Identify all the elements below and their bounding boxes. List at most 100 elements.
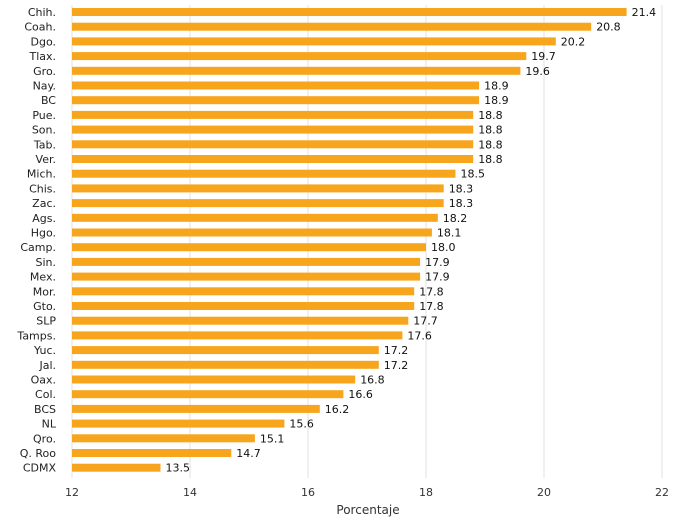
bar bbox=[72, 125, 474, 134]
value-label: 13.5 bbox=[166, 462, 191, 475]
category-label: Mich. bbox=[27, 168, 56, 181]
bar bbox=[72, 390, 344, 399]
bar bbox=[72, 331, 403, 340]
category-label: Jal. bbox=[38, 359, 56, 372]
value-label: 18.0 bbox=[431, 241, 456, 254]
category-label: Oax. bbox=[31, 374, 56, 387]
x-tick-label: 18 bbox=[419, 486, 433, 499]
category-label: Zac. bbox=[32, 197, 56, 210]
value-label: 18.5 bbox=[461, 168, 486, 181]
value-label: 18.9 bbox=[484, 94, 509, 107]
category-label: SLP bbox=[36, 315, 56, 328]
category-label: Son. bbox=[32, 124, 56, 137]
category-label: Camp. bbox=[20, 241, 56, 254]
bar bbox=[72, 272, 421, 281]
category-label: Mor. bbox=[33, 285, 56, 298]
bar bbox=[72, 375, 356, 384]
value-label: 18.2 bbox=[443, 212, 468, 225]
x-tick-label: 14 bbox=[183, 486, 197, 499]
category-labels: Chih. Coah.Dgo. Tlax. Gro. Nay.BC Pue. Son.Tab… bbox=[16, 6, 56, 475]
value-label: 18.8 bbox=[478, 109, 503, 122]
value-label: 18.8 bbox=[478, 138, 503, 151]
value-label: 17.2 bbox=[384, 359, 409, 372]
bar bbox=[72, 66, 521, 75]
bar bbox=[72, 213, 438, 222]
category-label: Tlax. bbox=[28, 50, 56, 63]
category-label: Ags. bbox=[32, 212, 56, 225]
bar bbox=[72, 243, 426, 252]
bar bbox=[72, 434, 255, 443]
category-label: BCS bbox=[34, 403, 56, 416]
value-label: 17.2 bbox=[384, 344, 409, 357]
bar bbox=[72, 37, 556, 46]
bar bbox=[72, 419, 285, 428]
bars bbox=[72, 8, 627, 472]
bar bbox=[72, 110, 474, 119]
value-label: 16.6 bbox=[348, 388, 373, 401]
value-label: 17.8 bbox=[419, 300, 444, 313]
category-label: Yuc. bbox=[33, 344, 56, 357]
bar bbox=[72, 463, 161, 472]
bar bbox=[72, 184, 444, 193]
value-label: 16.8 bbox=[360, 374, 385, 387]
category-label: Chih. bbox=[28, 6, 56, 19]
value-label: 18.3 bbox=[449, 182, 474, 195]
value-label: 20.8 bbox=[596, 21, 621, 34]
value-label: 18.8 bbox=[478, 153, 503, 166]
category-label: Hgo. bbox=[31, 227, 56, 240]
category-label: Col. bbox=[35, 388, 56, 401]
bar bbox=[72, 302, 415, 310]
value-labels: 21.4 20.8 20.2 19.7 19.6 18.918.9 18.8 18.8 18.8… bbox=[166, 6, 657, 475]
value-label: 17.8 bbox=[419, 285, 444, 298]
bar bbox=[72, 360, 379, 369]
value-label: 14.7 bbox=[236, 447, 260, 460]
x-tick-label: 16 bbox=[301, 486, 315, 499]
category-label: Coah. bbox=[24, 21, 56, 34]
value-label: 18.1 bbox=[437, 227, 462, 240]
bar bbox=[72, 8, 627, 16]
x-tick-labels: 12 14 16 18 20 22 bbox=[65, 486, 669, 499]
category-label: Gro. bbox=[33, 65, 56, 78]
category-label: Gto. bbox=[33, 300, 56, 313]
category-label: BC bbox=[41, 94, 56, 107]
value-label: 17.6 bbox=[407, 329, 432, 342]
bar bbox=[72, 287, 415, 296]
bar bbox=[72, 316, 409, 325]
bar bbox=[72, 169, 456, 178]
category-label: Sin. bbox=[35, 256, 56, 269]
bar bbox=[72, 52, 527, 61]
value-label: 19.7 bbox=[531, 50, 556, 63]
x-tick-label: 22 bbox=[655, 486, 669, 499]
bar bbox=[72, 449, 232, 457]
category-label: Mex. bbox=[30, 271, 56, 284]
value-label: 17.9 bbox=[425, 256, 450, 269]
value-label: 17.7 bbox=[413, 315, 438, 328]
x-tick-label: 12 bbox=[65, 486, 79, 499]
category-label: CDMX bbox=[23, 462, 57, 475]
category-label: Qro. bbox=[33, 432, 56, 445]
bar bbox=[72, 199, 444, 208]
x-tick-label: 20 bbox=[537, 486, 551, 499]
bar bbox=[72, 22, 592, 31]
value-label: 17.9 bbox=[425, 271, 450, 284]
value-label: 21.4 bbox=[632, 6, 657, 19]
category-label: Tab. bbox=[33, 138, 56, 151]
category-label: NL bbox=[42, 418, 57, 431]
category-label: Pue. bbox=[32, 109, 56, 122]
bar bbox=[72, 257, 421, 266]
value-label: 15.6 bbox=[289, 418, 314, 431]
bar bbox=[72, 155, 474, 163]
bar bbox=[72, 140, 474, 149]
bar bbox=[72, 346, 379, 355]
category-label: Tamps. bbox=[16, 329, 56, 342]
category-label: Chis. bbox=[29, 182, 56, 195]
bar bbox=[72, 96, 480, 105]
category-label: Dgo. bbox=[31, 35, 57, 48]
bar bbox=[72, 228, 432, 237]
value-label: 19.6 bbox=[525, 65, 550, 78]
value-label: 18.9 bbox=[484, 80, 509, 93]
value-label: 18.3 bbox=[449, 197, 474, 210]
value-label: 20.2 bbox=[561, 35, 586, 48]
